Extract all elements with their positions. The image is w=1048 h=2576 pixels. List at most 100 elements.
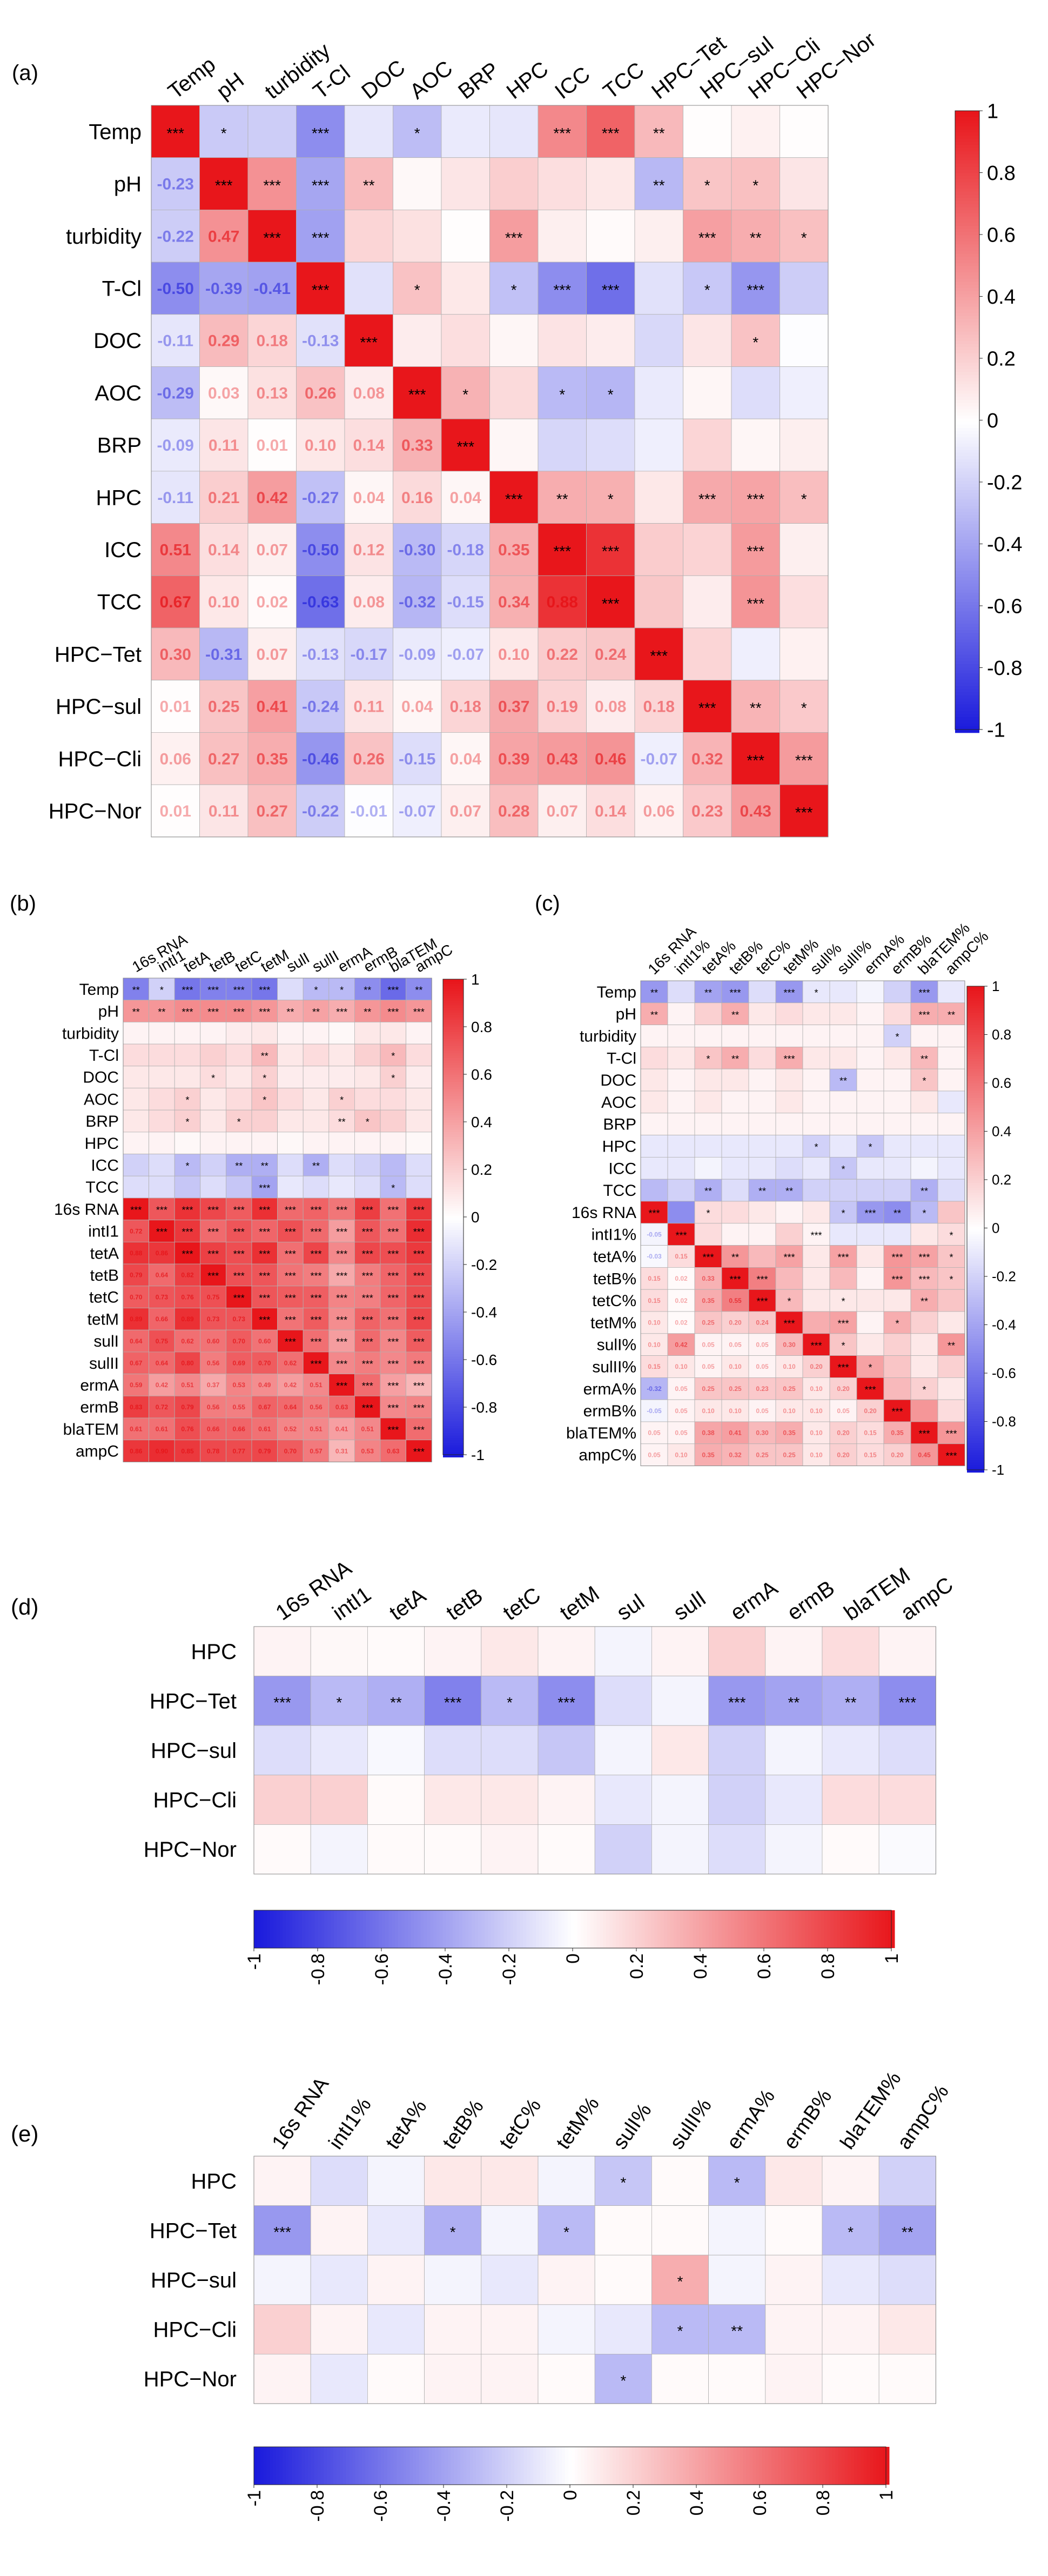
colorbar-segment [718, 1910, 722, 1948]
colorbar-segment [967, 1290, 984, 1293]
heatmap-cell [149, 1440, 175, 1462]
colorbar-segment [337, 1910, 341, 1948]
cell-value-label: 0.37 [207, 1381, 220, 1389]
colorbar-segment [460, 2447, 464, 2485]
colorbar-segment [443, 1428, 463, 1431]
colorbar-segment [443, 1416, 463, 1420]
significance-marker: *** [413, 1293, 425, 1303]
colorbar-segment [443, 1395, 463, 1398]
heatmap-cell [748, 1025, 776, 1047]
colorbar-segment [619, 2447, 623, 2485]
colorbar-segment [967, 993, 984, 996]
significance-marker: ** [902, 2224, 913, 2240]
colorbar-segment [529, 1910, 533, 1948]
colorbar-segment [476, 2447, 480, 2485]
significance-marker: *** [795, 752, 813, 768]
colorbar-segment [888, 1910, 892, 1948]
heatmap-cell [380, 1220, 406, 1242]
colorbar-tick-label: 1 [882, 1953, 902, 1964]
colorbar-segment [254, 2447, 258, 2485]
significance-marker: * [507, 1694, 513, 1711]
cell-value-label: -0.07 [641, 750, 677, 768]
heatmap-cell [174, 1043, 201, 1067]
significance-marker: * [841, 1296, 845, 1307]
heatmap-cell [829, 1047, 857, 1069]
heatmap-cell [123, 1286, 149, 1308]
heatmap-cell [424, 2254, 482, 2305]
heatmap-cell [149, 1395, 175, 1419]
heatmap-cell [253, 1676, 311, 1726]
heatmap-cell [149, 1417, 175, 1441]
colorbar-segment [717, 2447, 721, 2485]
heatmap-cell [354, 1132, 381, 1154]
heatmap-cell [406, 1440, 432, 1462]
row-label: blaTEM% [566, 1424, 636, 1442]
cell-value-label: 0.35 [702, 1451, 715, 1458]
colorbar-segment [832, 2447, 836, 2485]
significance-marker: ** [948, 1009, 955, 1020]
colorbar-segment [443, 1127, 463, 1130]
colorbar-segment [670, 1910, 674, 1948]
colorbar-segment [955, 645, 979, 649]
colorbar-segment [443, 1086, 463, 1089]
significance-marker: *** [233, 1271, 245, 1282]
colorbar-segment [967, 1163, 984, 1167]
colorbar-tick-label: 0.2 [627, 1953, 647, 1979]
heatmap-cell [406, 1132, 432, 1154]
colorbar-segment [955, 409, 979, 413]
colorbar-segment [443, 1455, 463, 1457]
heatmap-cell [937, 1289, 965, 1312]
heatmap-cell [367, 2353, 425, 2404]
significance-marker: * [922, 1208, 926, 1219]
colorbar-segment [967, 1392, 984, 1395]
heatmap-cell [406, 1220, 432, 1242]
significance-marker: *** [207, 1205, 219, 1215]
cell-value-label: 0.08 [353, 593, 385, 611]
significance-marker: *** [413, 1249, 425, 1260]
colorbar-segment [955, 113, 979, 118]
colorbar-segment [733, 2447, 737, 2485]
colorbar-segment [568, 1910, 572, 1948]
colorbar-segment [443, 1328, 463, 1331]
heatmap-cell [200, 1022, 226, 1045]
heatmap-cell [856, 1355, 884, 1378]
colorbar-segment [514, 2447, 518, 2485]
significance-marker: *** [837, 1252, 849, 1263]
cell-value-label: 0.47 [208, 228, 239, 245]
colorbar-segment [443, 1082, 463, 1085]
colorbar-segment [443, 1051, 463, 1054]
colorbar-segment [967, 1263, 984, 1266]
heatmap-cell [151, 732, 200, 785]
heatmap-cell [406, 1417, 432, 1441]
colorbar-segment [955, 365, 979, 370]
cell-value-label: 0.04 [353, 489, 385, 507]
heatmap-cell [303, 1132, 330, 1154]
colorbar-segment [955, 450, 979, 453]
heatmap-cell [694, 1421, 722, 1444]
cell-value-label: 0.53 [233, 1381, 246, 1389]
colorbar-segment [967, 1275, 984, 1279]
colorbar-segment [487, 1910, 492, 1948]
significance-marker: *** [259, 1271, 270, 1282]
colorbar-segment [955, 369, 979, 372]
cell-value-label: 0.18 [450, 698, 481, 716]
significance-marker: *** [362, 1381, 373, 1391]
cell-value-label: -0.11 [157, 332, 193, 350]
cell-value-label: 0.10 [498, 646, 529, 664]
colorbar-tick-label: -0.8 [307, 2490, 328, 2522]
colorbar-segment [822, 2447, 826, 2485]
colorbar-segment [501, 2447, 506, 2485]
heatmap-cell [151, 575, 200, 628]
colorbar-segment [955, 250, 979, 255]
colorbar-segment [967, 1314, 984, 1317]
colorbar-segment [768, 2447, 772, 2485]
colorbar-segment [967, 991, 984, 994]
heatmap-cell [708, 1824, 766, 1875]
heatmap-cell [199, 418, 248, 472]
colorbar-segment [955, 195, 979, 198]
colorbar-segment [443, 1242, 463, 1245]
cell-value-label: -0.11 [157, 489, 193, 507]
colorbar-segment [955, 677, 979, 680]
heatmap-cell [883, 1025, 911, 1047]
heatmap-cell [775, 1443, 803, 1467]
